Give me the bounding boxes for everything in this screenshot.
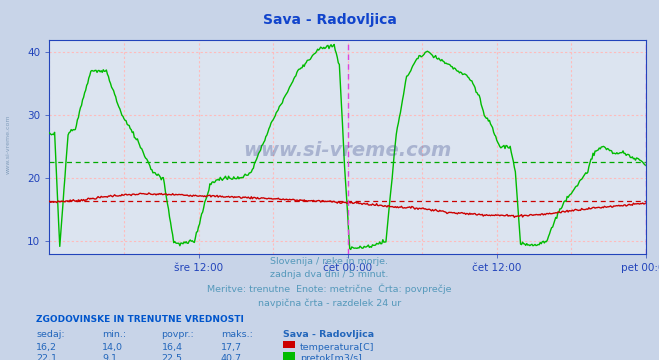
Text: min.:: min.: [102, 330, 127, 339]
Text: 17,7: 17,7 [221, 343, 242, 352]
Text: temperatura[C]: temperatura[C] [300, 343, 374, 352]
Text: 9,1: 9,1 [102, 354, 117, 360]
Text: www.si-vreme.com: www.si-vreme.com [5, 114, 11, 174]
Text: 16,4: 16,4 [161, 343, 183, 352]
Text: Sava - Radovljica: Sava - Radovljica [283, 330, 374, 339]
Text: www.si-vreme.com: www.si-vreme.com [243, 141, 452, 161]
Text: maks.:: maks.: [221, 330, 252, 339]
Text: 22,5: 22,5 [161, 354, 183, 360]
Text: 22,1: 22,1 [36, 354, 57, 360]
Text: sedaj:: sedaj: [36, 330, 65, 339]
Text: ZGODOVINSKE IN TRENUTNE VREDNOSTI: ZGODOVINSKE IN TRENUTNE VREDNOSTI [36, 315, 244, 324]
Text: 16,2: 16,2 [36, 343, 57, 352]
Text: pretok[m3/s]: pretok[m3/s] [300, 354, 362, 360]
Text: Slovenija / reke in morje.
zadnja dva dni / 5 minut.
Meritve: trenutne  Enote: m: Slovenija / reke in morje. zadnja dva dn… [207, 257, 452, 308]
Text: 14,0: 14,0 [102, 343, 123, 352]
Text: povpr.:: povpr.: [161, 330, 194, 339]
Text: 40,7: 40,7 [221, 354, 242, 360]
Text: Sava - Radovljica: Sava - Radovljica [262, 13, 397, 27]
